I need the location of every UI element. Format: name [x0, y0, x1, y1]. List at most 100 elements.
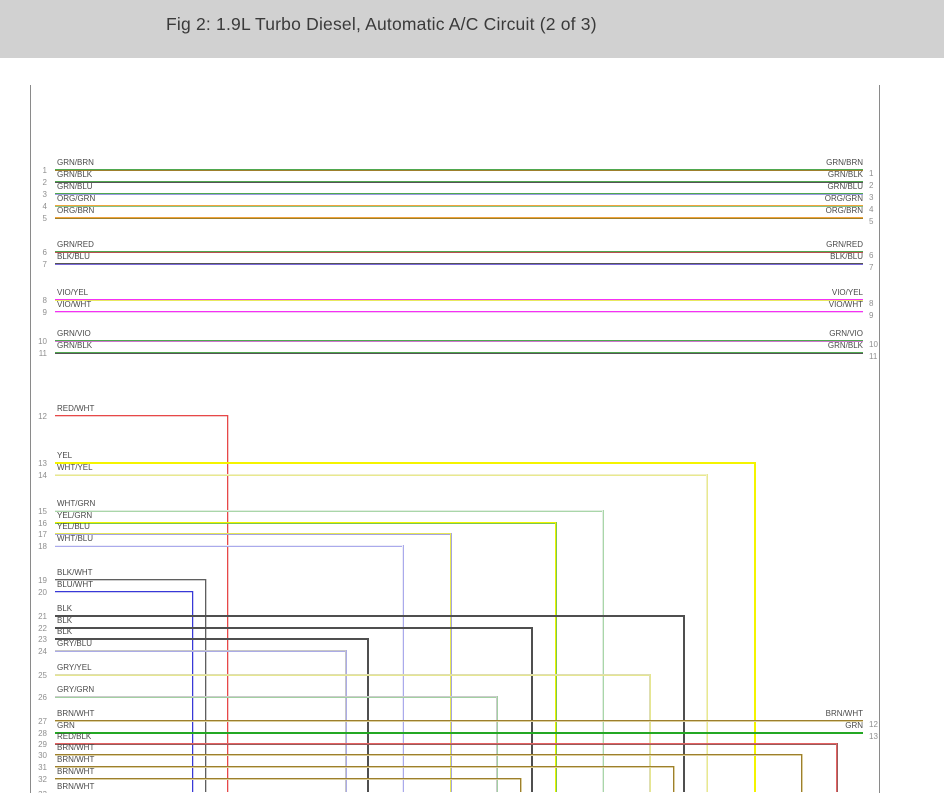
wire-drop — [602, 510, 604, 792]
wire-line — [55, 720, 863, 722]
wire-label-right: BRN/WHT — [825, 709, 863, 718]
wire-line — [55, 778, 522, 780]
wire-pin-left: 2 — [42, 178, 47, 187]
wire-label: GRY/GRN — [57, 685, 95, 694]
wire-pin-right: 1 — [869, 169, 874, 178]
wire-pin-left: 8 — [42, 296, 47, 305]
wire-pin-left: 22 — [38, 624, 47, 633]
wire-pin-left: 28 — [38, 729, 47, 738]
wire-label-right: ORG/GRN — [824, 194, 863, 203]
wire-pin-left: 6 — [42, 248, 47, 257]
wire-line — [55, 251, 863, 253]
wire-label-right: BLK/BLU — [830, 252, 863, 261]
wire-label: GRN — [57, 721, 75, 730]
wire-line — [55, 169, 863, 171]
wire-label-right: GRN/RED — [826, 240, 863, 249]
wire-line — [55, 754, 803, 756]
wire-pin-left: 25 — [38, 671, 47, 680]
wire-line — [55, 263, 863, 265]
wire-pin-left: 30 — [38, 751, 47, 760]
wire-label-right: GRN/BLK — [827, 341, 863, 350]
wire-pin-left: 24 — [38, 647, 47, 656]
wire-label-right: GRN/VIO — [829, 329, 863, 338]
wire-pin-right: 13 — [869, 732, 878, 741]
wire-label-right: VIO/WHT — [828, 300, 863, 309]
wire-pin-left: 17 — [38, 530, 47, 539]
wire-label: BRN/WHT — [57, 755, 95, 764]
wire-line — [55, 205, 863, 207]
wire-label: BRN/WHT — [57, 743, 95, 752]
wire-line — [55, 299, 863, 301]
wire-line — [55, 352, 863, 354]
wire-line — [55, 732, 863, 734]
wire-pin-left: 32 — [38, 775, 47, 784]
wire-label: BLK — [57, 627, 73, 636]
wire-label: RED/WHT — [57, 404, 95, 413]
wire-pin-right: 7 — [869, 263, 874, 272]
wire-label-right: GRN/BLU — [827, 182, 863, 191]
wire-pin-right: 6 — [869, 251, 874, 260]
wire-pin-left: 18 — [38, 542, 47, 551]
wire-pin-left: 5 — [42, 214, 47, 223]
wire-label-right: VIO/YEL — [831, 288, 863, 297]
wire-line — [55, 474, 708, 476]
wire-pin-left: 20 — [38, 588, 47, 597]
wire-drop — [531, 627, 533, 792]
wire-label: BLK/BLU — [57, 252, 90, 261]
wire-line — [55, 533, 452, 535]
wire-drop — [227, 415, 229, 792]
wire-line — [55, 650, 347, 652]
wire-pin-left: 27 — [38, 717, 47, 726]
figure-title-bar: Fig 2: 1.9L Turbo Diesel, Automatic A/C … — [0, 0, 944, 58]
wire-pin-right: 3 — [869, 193, 874, 202]
wire-label: BRN/WHT — [57, 709, 95, 718]
wire-label: WHT/BLU — [57, 534, 93, 543]
wire-drop — [367, 638, 369, 792]
wire-pin-left: 33 — [31, 791, 47, 794]
wire-line — [55, 591, 194, 593]
wire-label: BRN/WHT — [57, 782, 95, 791]
wire-label: BRN/WHT — [57, 767, 95, 776]
figure-title: Fig 2: 1.9L Turbo Diesel, Automatic A/C … — [166, 14, 597, 34]
wire-drop — [683, 615, 685, 792]
wire-label: BLK/WHT — [57, 568, 93, 577]
wire-pin-left: 26 — [38, 693, 47, 702]
wire-label: YEL/GRN — [57, 511, 93, 520]
wire-label: VIO/YEL — [57, 288, 89, 297]
wire-label: GRN/BLK — [57, 341, 93, 350]
wire-line — [55, 462, 756, 464]
wire-label: BLK — [57, 604, 73, 613]
wire-pin-right: 8 — [869, 299, 874, 308]
wire-line — [55, 615, 685, 617]
diagram-left-border — [30, 85, 31, 793]
wire-pin-left: 9 — [42, 308, 47, 317]
wire-label: GRN/BLU — [57, 182, 93, 191]
wire-drop — [402, 545, 404, 792]
wire-line — [55, 193, 863, 195]
wire-pin-right: 5 — [869, 217, 874, 226]
wire-label: BLU/WHT — [57, 580, 93, 589]
wire-line — [55, 510, 604, 512]
wire-pin-left: 3 — [42, 190, 47, 199]
wire-line — [55, 627, 533, 629]
wire-line — [55, 217, 863, 219]
wire-pin-right: 10 — [869, 340, 878, 349]
wire-label: RED/BLK — [57, 732, 92, 741]
wire-drop — [450, 533, 452, 792]
wire-label: GRN/BLK — [57, 170, 93, 179]
wire-line — [55, 340, 863, 342]
wire-pin-right: 9 — [869, 311, 874, 320]
wire-line — [55, 638, 369, 640]
wire-pin-left: 29 — [38, 740, 47, 749]
wire-drop — [836, 743, 838, 792]
wire-line — [55, 579, 207, 581]
wire-pin-left: 21 — [38, 612, 47, 621]
wire-pin-left: 12 — [38, 412, 47, 421]
wire-drop — [205, 579, 207, 792]
wire-pin-left: 16 — [38, 519, 47, 528]
wire-line — [55, 545, 404, 547]
wire-label-right: ORG/BRN — [825, 206, 863, 215]
wire-pin-left: 23 — [38, 635, 47, 644]
wire-pin-left: 4 — [42, 202, 47, 211]
